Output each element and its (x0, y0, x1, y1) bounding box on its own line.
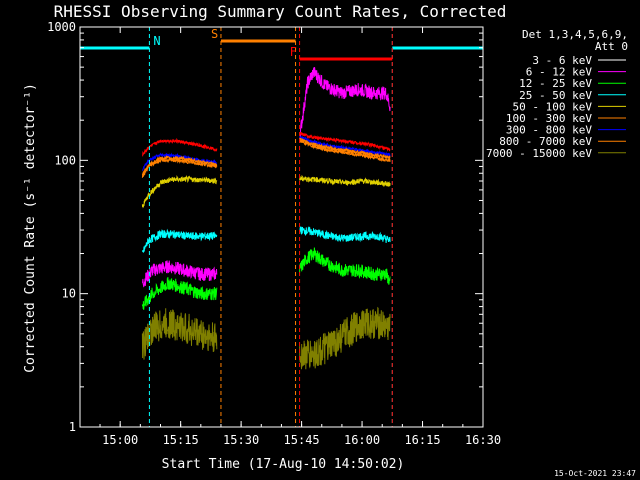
series-3-segment-2 (299, 226, 391, 244)
series-9-segment-1 (142, 137, 218, 157)
legend-label-3: 25 - 50 keV (519, 89, 592, 102)
series-6-segment-1 (141, 152, 218, 171)
y-tick-label-3: 1000 (47, 20, 76, 34)
series-1-segment-2 (299, 66, 391, 141)
legend-label-1: 6 - 12 keV (526, 66, 593, 79)
legend-label-6: 300 - 800 keV (506, 124, 592, 137)
legend-label-7: 800 - 7000 keV (499, 135, 592, 148)
x-tick-label-1: 15:15 (163, 433, 199, 447)
legend-header-line1: Det 1,3,4,5,6,9, (522, 28, 628, 41)
timestamp: 15-Oct-2021 23:47 (554, 469, 636, 478)
y-tick-label-1: 10 (62, 287, 76, 301)
night-label-0: N (153, 34, 160, 48)
series-9-segment-2 (299, 131, 391, 152)
chart-title: RHESSI Observing Summary Count Rates, Co… (54, 2, 507, 21)
series-2-segment-2 (299, 247, 391, 285)
x-tick-label-5: 16:15 (404, 433, 440, 447)
legend-label-2: 12 - 25 keV (519, 77, 592, 90)
axes: 15:00 15:15 15:30 15:45 16:00 16:15 16:30 1 10 10… (47, 20, 501, 447)
series-6-segment-2 (299, 135, 391, 158)
y-axis-label: Corrected Count Rate (s⁻¹ detector⁻¹) (23, 83, 38, 373)
saa-label-0: S (211, 27, 218, 41)
flare-label-0: F (290, 45, 297, 59)
plot-area (141, 52, 391, 391)
legend-label-0: 3 - 6 keV (532, 54, 592, 67)
x-tick-label-3: 15:45 (284, 433, 320, 447)
legend-header-line2: Att 0 (595, 40, 628, 53)
series-7-segment-2 (299, 137, 391, 159)
x-axis-label: Start Time (17-Aug-10 14:50:02) (162, 457, 405, 472)
legend-label-4: 50 - 100 keV (513, 100, 593, 113)
legend-label-5: 100 - 300 keV (506, 112, 592, 125)
series-3-segment-1 (141, 228, 218, 253)
y-tick-label-0: 1 (69, 420, 76, 434)
series-1-segment-1 (142, 260, 218, 288)
legend-label-8: 7000 - 15000 keV (486, 147, 592, 160)
series-4-segment-1 (141, 174, 218, 209)
series-2-segment-1 (141, 277, 218, 310)
series-7-segment-1 (141, 155, 218, 176)
series-4-segment-2 (299, 174, 391, 188)
series-8-segment-1 (141, 308, 218, 360)
y-tick-label-2: 100 (54, 153, 76, 167)
series-5-segment-1 (141, 157, 218, 178)
series-8-segment-2 (299, 306, 391, 370)
x-tick-label-6: 16:30 (465, 433, 501, 447)
x-tick-label-0: 15:00 (102, 433, 138, 447)
x-tick-label-2: 15:30 (223, 433, 259, 447)
x-tick-label-4: 16:00 (344, 433, 380, 447)
